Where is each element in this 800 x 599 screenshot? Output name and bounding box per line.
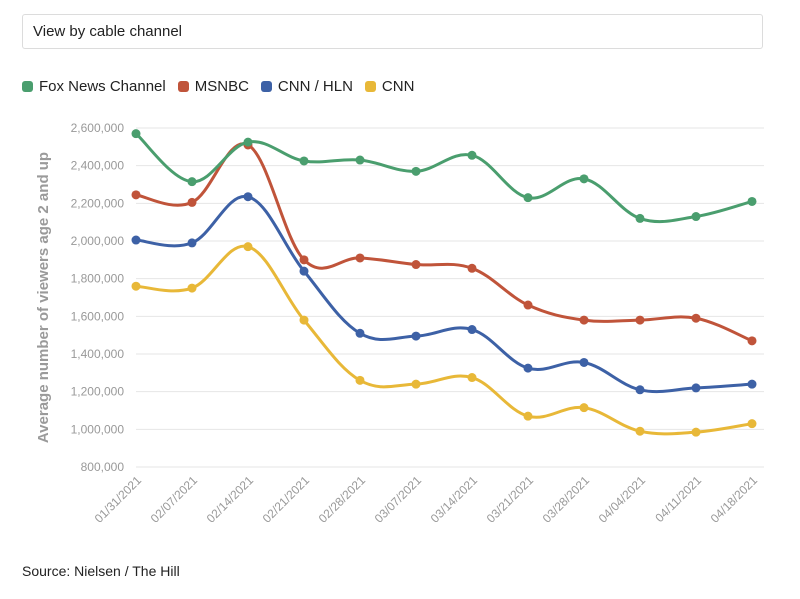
legend-label: Fox News Channel (39, 78, 166, 95)
legend-swatch (260, 81, 272, 92)
data-point (579, 357, 589, 367)
data-point (243, 242, 253, 252)
data-point (579, 403, 589, 413)
legend-label: CNN / HLN (277, 78, 353, 95)
data-point (187, 283, 197, 293)
legend-item-2[interactable]: CNN / HLN (260, 78, 353, 95)
data-point (299, 266, 309, 276)
x-tick-label: 02/07/2021 (148, 473, 201, 526)
x-tick-label: 03/28/2021 (540, 473, 593, 526)
data-point (579, 174, 589, 184)
x-tick-label: 04/18/2021 (708, 473, 761, 526)
data-point (635, 385, 645, 395)
data-point (523, 363, 533, 373)
data-point (411, 379, 421, 389)
data-point (635, 213, 645, 223)
y-tick-label: 2,000,000 (71, 234, 125, 248)
data-point (187, 238, 197, 248)
y-tick-label: 2,600,000 (71, 121, 125, 135)
x-tick-label: 02/28/2021 (316, 473, 369, 526)
data-point (747, 196, 757, 206)
data-point (299, 315, 309, 325)
data-point (299, 156, 309, 166)
series-line-cnn (135, 244, 753, 436)
line-chart: 800,000 1,000,000 1,200,000 1,400,000 1,600,… (35, 121, 764, 526)
y-tick-label: 1,800,000 (71, 272, 125, 286)
data-point (523, 300, 533, 310)
x-tick-label: 01/31/2021 (92, 473, 145, 526)
series-line-msnbc (135, 142, 753, 343)
x-tick-label: 02/14/2021 (204, 473, 257, 526)
data-point (411, 166, 421, 176)
legend-swatch (177, 81, 189, 92)
data-point (467, 373, 477, 383)
data-point (355, 155, 365, 165)
y-tick-label: 2,200,000 (71, 196, 125, 210)
x-tick-label: 04/11/2021 (652, 473, 704, 525)
y-tick-label: 1,400,000 (71, 347, 125, 361)
data-point (523, 411, 533, 421)
data-point (355, 328, 365, 338)
series-line-fox-news-channel (134, 132, 753, 224)
data-point (467, 325, 477, 335)
channel-filter-label: View by cable channel (33, 23, 182, 40)
legend-label: MSNBC (194, 78, 249, 95)
data-point (747, 419, 757, 429)
data-point (355, 253, 365, 263)
y-axis-title: Average number of viewers age 2 and up (35, 152, 52, 443)
y-tick-label: 2,400,000 (71, 159, 125, 173)
data-point (131, 190, 141, 200)
data-point (355, 375, 365, 385)
data-point (691, 313, 701, 323)
y-tick-label: 800,000 (81, 460, 125, 474)
data-point (747, 336, 757, 346)
x-tick-label: 03/21/2021 (484, 473, 537, 526)
series-line-cnn-hln (135, 195, 753, 394)
data-point (691, 212, 701, 222)
channel-filter-dropdown[interactable]: View by cable channel (22, 14, 763, 49)
legend-item-1[interactable]: MSNBC (177, 78, 249, 95)
data-point (187, 177, 197, 187)
data-point (635, 315, 645, 325)
data-point (131, 235, 141, 245)
data-point (579, 315, 589, 325)
data-point (187, 197, 197, 207)
data-point (299, 255, 309, 265)
data-point (523, 193, 533, 203)
data-point (691, 427, 701, 437)
data-point (467, 150, 477, 160)
y-tick-label: 1,200,000 (71, 385, 125, 399)
y-tick-label: 1,600,000 (71, 309, 125, 323)
source-note: Source: Nielsen / The Hill (22, 563, 180, 579)
x-tick-label: 02/21/2021 (260, 473, 313, 526)
data-point (467, 263, 477, 273)
data-point (243, 137, 253, 147)
legend-item-3[interactable]: CNN (364, 78, 415, 95)
data-point (131, 281, 141, 291)
y-tick-label: 1,000,000 (71, 422, 125, 436)
legend-label: CNN (381, 78, 415, 95)
x-tick-label: 03/14/2021 (428, 473, 481, 526)
legend-swatch (22, 81, 33, 92)
x-tick-label: 03/07/2021 (372, 473, 425, 526)
legend-swatch (364, 81, 376, 92)
data-point (243, 192, 253, 202)
legend-item-0[interactable]: Fox News Channel (22, 78, 166, 95)
data-point (411, 260, 421, 270)
data-point (635, 426, 645, 436)
data-point (691, 383, 701, 393)
x-tick-label: 04/04/2021 (596, 473, 649, 526)
data-point (411, 331, 421, 341)
chart-legend: Fox News Channel MSNBC CNN / HLN CNN (22, 78, 426, 95)
data-point (747, 379, 757, 389)
data-point (131, 129, 141, 139)
